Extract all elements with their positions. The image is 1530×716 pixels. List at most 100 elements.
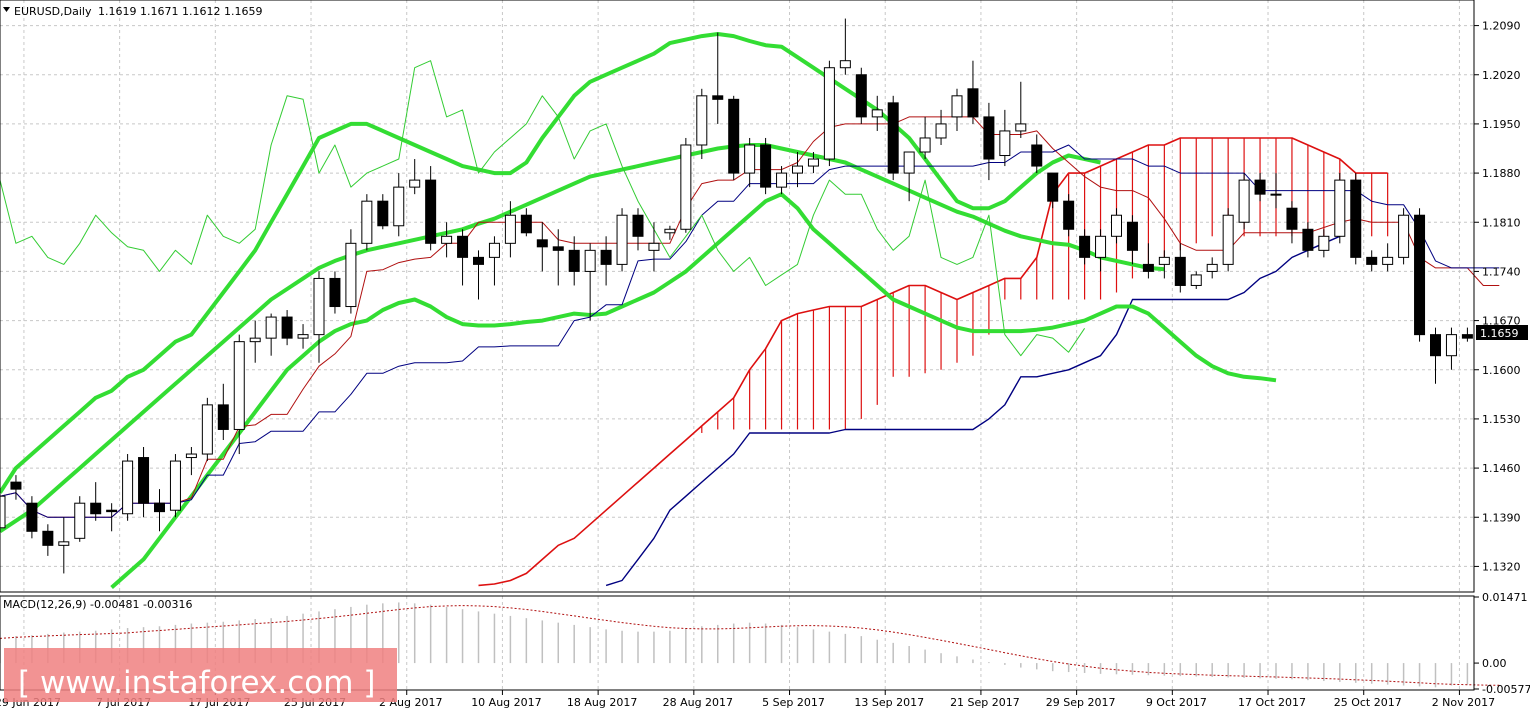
bear-candle-body (568, 249, 580, 272)
candle (201, 397, 213, 462)
price-tick-label: 1.1600 (1482, 364, 1521, 377)
macd-signal-line (0, 605, 1500, 686)
bull-candle-body (345, 242, 357, 308)
bull-candle-body (1190, 274, 1202, 286)
current-price-label: 1.1659 (1480, 327, 1519, 340)
bull-candle-body (1398, 214, 1410, 258)
bull-candle-body (919, 137, 931, 153)
candle (345, 229, 357, 314)
candle (377, 194, 389, 230)
bollinger-lower-line (110, 192, 1277, 590)
bull-candle-body (74, 502, 86, 539)
candle (951, 88, 963, 131)
senkou-span-a-line (478, 137, 1388, 587)
bull-candle-body (249, 337, 261, 343)
bear-candle-body (712, 95, 724, 100)
bear-candle-body (600, 249, 612, 265)
candle (0, 489, 6, 532)
candle (871, 95, 883, 131)
bull-candle-body (201, 404, 213, 455)
date-tick-label: 5 Sep 2017 (762, 696, 825, 709)
candle (1286, 201, 1298, 244)
bull-candle-body (680, 144, 692, 230)
price-tick-label: 1.1810 (1482, 216, 1521, 229)
menu-triangle-icon[interactable] (3, 7, 10, 12)
candle (504, 201, 516, 258)
bear-candle-body (42, 530, 54, 546)
candle (169, 454, 181, 518)
candle (138, 447, 150, 518)
bear-candle-body (520, 214, 532, 234)
bear-candle-body (1302, 228, 1314, 251)
bear-candle-body (106, 509, 118, 513)
candle (488, 236, 500, 286)
bull-candle-body (488, 242, 500, 258)
ichimoku-cloud (478, 137, 1389, 587)
macd-label: MACD(12,26,9) -0.00481 -0.00316 (3, 598, 192, 611)
bull-candle-body (584, 249, 596, 272)
bull-candle-body (664, 228, 676, 234)
bear-candle-body (1366, 256, 1378, 265)
bull-candle-body (744, 144, 756, 174)
current-price-label-bg (1476, 325, 1528, 340)
bear-candle-body (1047, 172, 1059, 202)
candle (313, 271, 325, 363)
date-tick-label: 17 Oct 2017 (1238, 696, 1306, 709)
price-panel-border (0, 0, 1475, 593)
date-tick-label: 18 Aug 2017 (567, 696, 637, 709)
bull-candle-body (297, 334, 309, 339)
candle (122, 454, 134, 521)
bear-candle-body (855, 74, 867, 118)
bear-candle-body (887, 102, 899, 174)
price-axis: 1.2090 1.2020 1.1950 1.1880 1.1810 1.1740 1.16… (1474, 20, 1521, 573)
candle (1334, 173, 1346, 244)
bollinger-middle-line (0, 143, 1165, 533)
candle (281, 310, 293, 346)
chikou-span-line (0, 60, 1086, 357)
bear-candle-body (1063, 200, 1075, 230)
candle (1142, 243, 1154, 279)
candle (1047, 172, 1059, 209)
bull-candle-body (792, 165, 803, 174)
bull-candle-body (839, 60, 851, 69)
candle (249, 320, 261, 363)
price-tick-label: 1.1670 (1482, 315, 1521, 328)
bear-candle-body (26, 502, 38, 532)
date-tick-label: 10 Aug 2017 (471, 696, 541, 709)
candle (217, 383, 229, 440)
date-tick-label: 9 Oct 2017 (1146, 696, 1207, 709)
macd-tick-label: 0.00 (1482, 657, 1507, 670)
bear-candle-body (90, 502, 102, 515)
bear-candle-body (728, 98, 740, 174)
candle (839, 18, 851, 75)
candle (1398, 208, 1410, 265)
bull-candle-body (871, 109, 883, 118)
bollinger-upper-line (0, 32, 1101, 494)
bear-candle-body (983, 116, 995, 160)
candle (1366, 250, 1378, 272)
date-tick-label: 21 Sep 2017 (950, 696, 1020, 709)
bear-candle-body (536, 239, 548, 248)
candle (552, 229, 564, 286)
candle (536, 222, 548, 272)
candle (425, 166, 437, 251)
bull-candle-body (616, 214, 628, 265)
candle (1302, 222, 1314, 258)
bear-candle-body (473, 256, 484, 265)
bull-candle-body (393, 186, 405, 227)
candle (887, 95, 899, 181)
bull-candle-body (1015, 123, 1027, 132)
candle (999, 109, 1011, 167)
bull-candle-body (1382, 256, 1394, 265)
candle (648, 222, 660, 272)
candle (185, 447, 197, 476)
bull-candle-body (935, 123, 947, 139)
date-tick-label: 29 Sep 2017 (1046, 696, 1116, 709)
bull-candle-body (441, 235, 453, 244)
bear-candle-body (1174, 256, 1186, 286)
macd-panel-border (0, 595, 1475, 691)
price-tick-label: 1.1950 (1482, 118, 1521, 131)
bear-candle-body (632, 214, 644, 237)
bull-candle-body (1095, 235, 1107, 258)
bull-candle-body (361, 200, 373, 244)
